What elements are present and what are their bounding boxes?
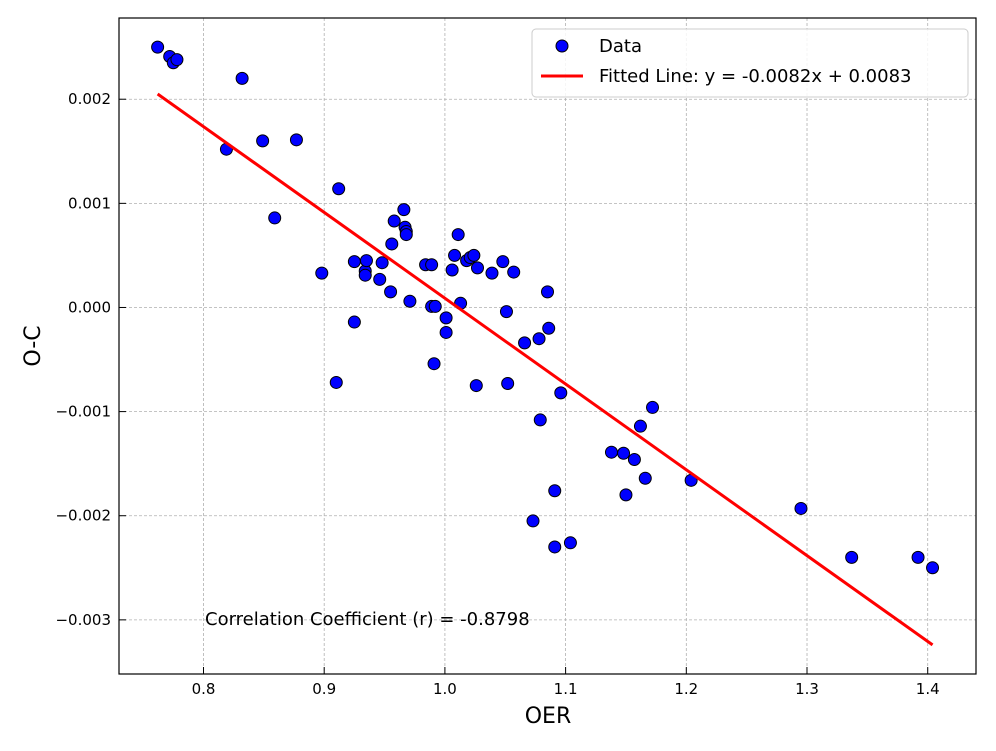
data-point	[385, 237, 399, 251]
data-point	[469, 379, 483, 393]
data-point	[347, 255, 361, 269]
data-point	[397, 203, 411, 217]
data-point	[526, 514, 540, 528]
data-point	[794, 501, 808, 515]
data-point	[439, 311, 453, 325]
data-point	[518, 336, 532, 350]
data-point	[507, 265, 521, 279]
data-point	[439, 325, 453, 339]
data-point	[358, 268, 372, 282]
legend-marker-data	[555, 39, 569, 53]
data-point	[373, 272, 387, 286]
y-tick-label: −0.002	[55, 507, 111, 525]
x-tick-label: 1.1	[554, 680, 578, 698]
data-point	[532, 332, 546, 346]
x-tick-label: 0.8	[192, 680, 216, 698]
data-point	[496, 255, 510, 269]
x-tick-label: 1.0	[433, 680, 457, 698]
y-tick-label: −0.003	[55, 611, 111, 629]
data-point	[427, 357, 441, 371]
data-point	[268, 211, 282, 225]
data-point	[619, 488, 633, 502]
data-point	[485, 266, 499, 280]
data-point	[403, 294, 417, 308]
data-point	[548, 484, 562, 498]
data-point	[347, 315, 361, 329]
x-tick-label: 1.4	[916, 680, 940, 698]
data-point	[501, 376, 515, 390]
data-point	[332, 182, 346, 196]
correlation-annotation: Correlation Coefficient (r) = -0.8798	[205, 609, 530, 630]
data-point	[533, 413, 547, 427]
data-point	[428, 299, 442, 313]
data-point	[646, 400, 660, 414]
y-tick-label: 0.000	[68, 298, 111, 316]
legend-box	[531, 28, 969, 98]
data-series	[151, 40, 940, 647]
data-point	[387, 214, 401, 228]
data-point	[554, 386, 568, 400]
data-point	[633, 419, 647, 433]
data-point	[256, 134, 270, 148]
y-tick-label: −0.001	[55, 403, 111, 421]
data-point	[329, 375, 343, 389]
data-point	[563, 536, 577, 550]
data-point	[384, 285, 398, 299]
y-axis-label: O-C	[21, 325, 46, 366]
axis-ticks: 0.8 0.9 1.0 1.1 1.2 1.3 1.4 0.002 0.001 0.000 −0.0…	[55, 90, 939, 698]
data-point	[926, 561, 940, 575]
data-point	[617, 446, 631, 460]
data-point	[445, 263, 459, 277]
x-axis-label: OER	[525, 704, 572, 729]
data-point	[235, 71, 249, 85]
data-point	[451, 228, 465, 242]
data-point	[448, 248, 462, 262]
legend-label-data: Data	[599, 36, 642, 57]
data-point	[845, 550, 859, 564]
data-point	[151, 40, 165, 54]
x-tick-label: 0.9	[312, 680, 336, 698]
data-point	[548, 540, 562, 554]
data-point	[604, 445, 618, 459]
y-tick-label: 0.002	[68, 90, 111, 108]
data-point	[627, 452, 641, 466]
data-point	[375, 256, 389, 270]
data-point	[425, 258, 439, 272]
x-tick-label: 1.3	[795, 680, 819, 698]
data-point	[499, 305, 513, 319]
data-point	[467, 248, 481, 262]
legend-label-fit-line: Fitted Line: y = -0.0082x + 0.0083	[599, 66, 912, 87]
x-tick-label: 1.2	[674, 680, 698, 698]
data-point	[542, 321, 556, 335]
y-tick-label: 0.001	[68, 194, 111, 212]
data-point	[541, 285, 554, 299]
data-point	[359, 254, 373, 268]
data-point	[170, 53, 184, 67]
plot-frame	[118, 17, 977, 675]
legend: Data Fitted Line: y = -0.0082x + 0.0083	[531, 28, 969, 98]
data-point	[399, 228, 413, 242]
fitted-line	[156, 92, 934, 647]
data-point	[289, 133, 303, 147]
data-point	[911, 550, 925, 564]
data-point	[638, 471, 652, 485]
data-point	[315, 266, 329, 280]
data-point	[470, 261, 484, 275]
